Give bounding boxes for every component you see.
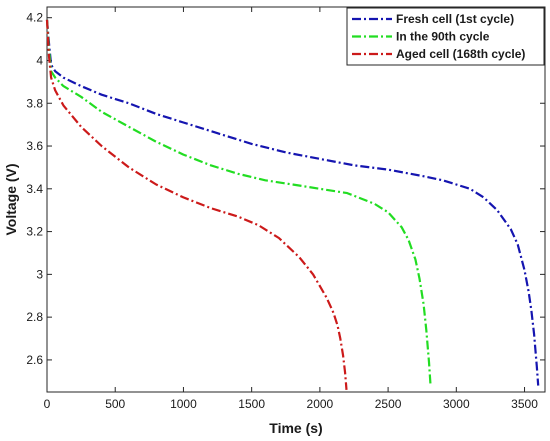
x-tick-label: 500 [105, 397, 125, 411]
y-tick-label: 2.8 [26, 310, 43, 324]
y-tick-label: 4.2 [26, 11, 43, 25]
x-tick-label: 1000 [170, 397, 197, 411]
y-tick-label: 3.8 [26, 96, 43, 110]
y-tick-label: 4 [36, 53, 43, 67]
x-tick-label: 2000 [307, 397, 334, 411]
series-line-0 [45, 19, 540, 386]
y-axis-title: Voltage (V) [3, 163, 19, 235]
x-axis-title: Time (s) [269, 420, 322, 436]
x-tick-label: 0 [44, 397, 51, 411]
legend-label-0: Fresh cell (1st cycle) [396, 12, 514, 26]
y-tick-label: 3 [36, 267, 43, 281]
x-tick-label: 2500 [375, 397, 402, 411]
y-tick-label: 3.4 [26, 182, 43, 196]
y-tick-label: 3.6 [26, 139, 43, 153]
x-tick-label: 3500 [511, 397, 538, 411]
legend-label-2: Aged cell (168th cycle) [396, 47, 525, 61]
x-tick-label: 1500 [238, 397, 265, 411]
y-tick-label: 3.2 [26, 225, 43, 239]
legend-box [346, 7, 545, 66]
plot-frame [46, 6, 546, 393]
legend-label-1: In the 90th cycle [396, 30, 490, 44]
x-tick-label: 3000 [443, 397, 470, 411]
y-tick-label: 2.6 [26, 353, 43, 367]
series-line-1 [45, 19, 432, 384]
